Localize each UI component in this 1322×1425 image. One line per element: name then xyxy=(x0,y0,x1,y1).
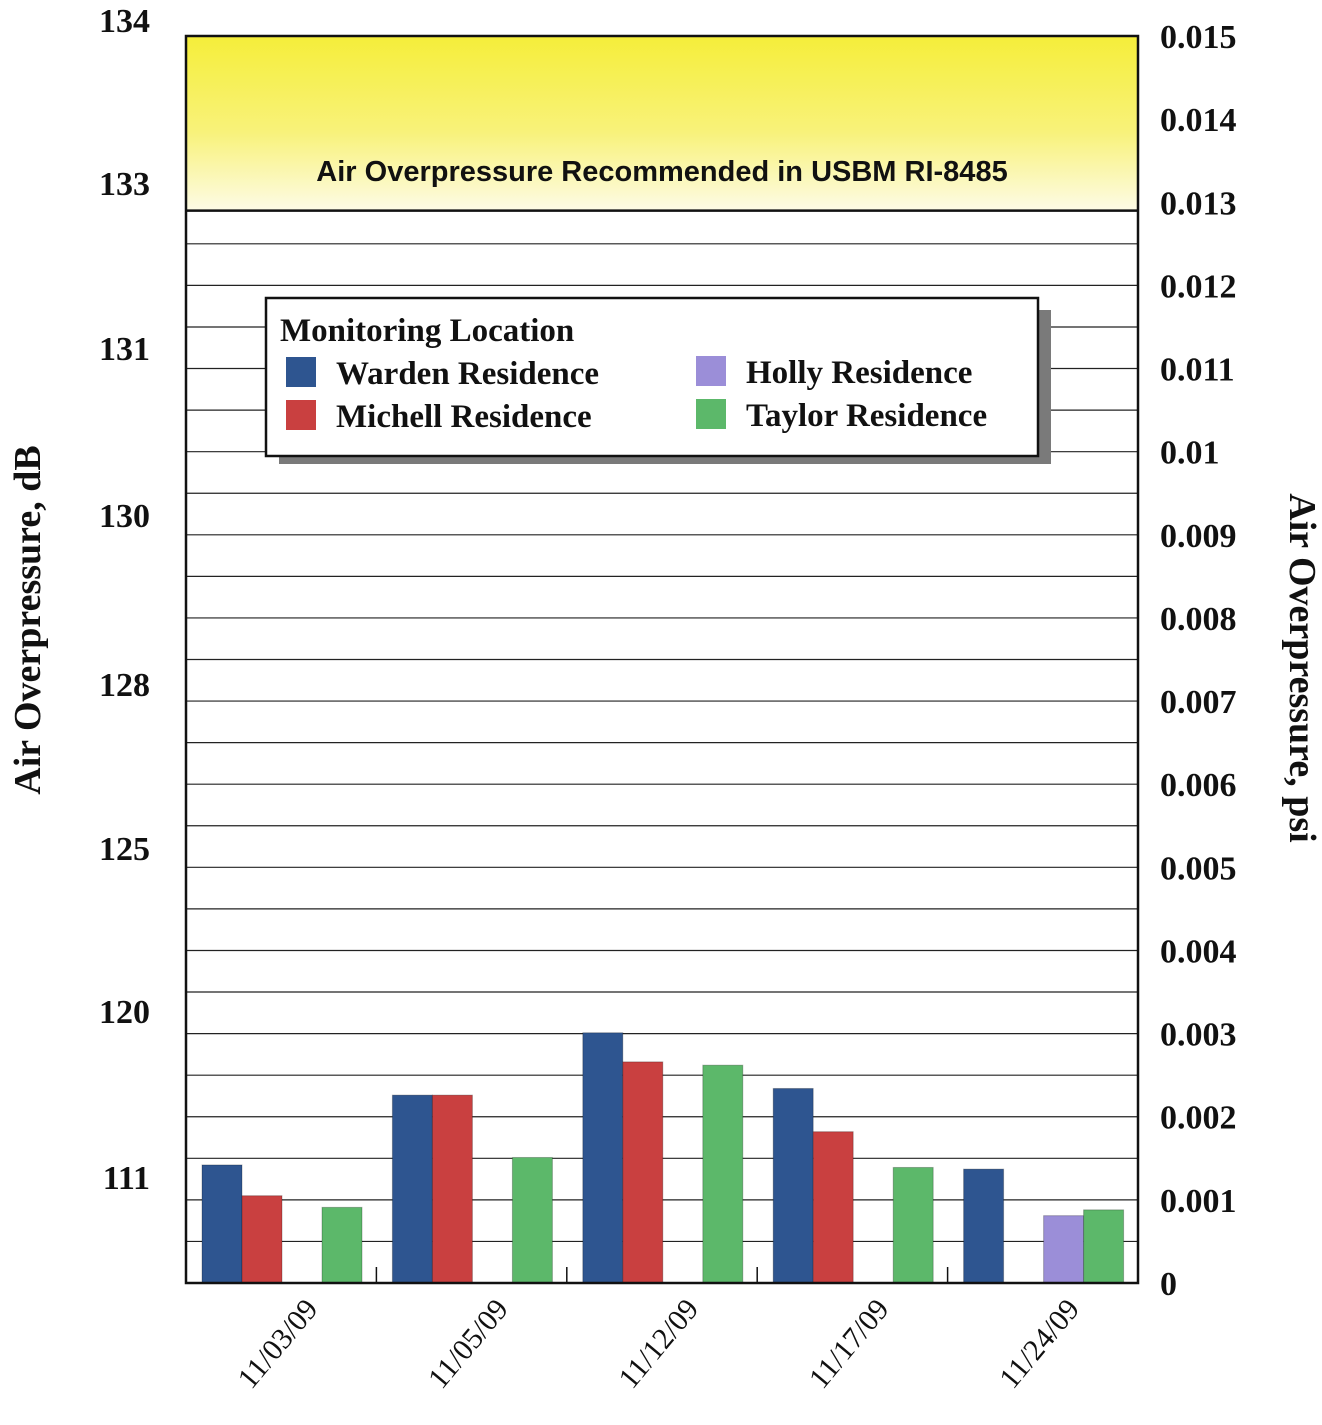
x-tick-label: 11/24/09 xyxy=(993,1293,1086,1395)
legend-swatch xyxy=(696,399,726,429)
right-tick-label: 0.003 xyxy=(1160,1017,1237,1054)
left-tick-label: 134 xyxy=(99,3,150,40)
right-axis-title: Air Overpressure, psi xyxy=(1281,493,1322,842)
right-tick-label: 0.004 xyxy=(1160,933,1237,970)
right-tick-label: 0.013 xyxy=(1160,185,1237,222)
bar-taylor-residence-5 xyxy=(1083,1209,1125,1284)
bar-warden-residence-3 xyxy=(582,1032,624,1284)
x-tick-label: 11/05/09 xyxy=(422,1293,515,1395)
threshold-band-label: Air Overpressure Recommended in USBM RI-… xyxy=(316,156,1007,188)
left-tick-label: 125 xyxy=(99,831,150,868)
left-tick-label: 130 xyxy=(99,498,150,535)
right-tick-label: 0.006 xyxy=(1160,767,1237,804)
bar-taylor-residence-4 xyxy=(892,1166,934,1284)
right-tick-label: 0.007 xyxy=(1160,684,1237,721)
x-tick-label: 11/03/09 xyxy=(231,1293,324,1395)
bar-warden-residence-5 xyxy=(963,1168,1005,1284)
right-tick-label: 0.011 xyxy=(1160,352,1235,389)
bar-michell-residence-4 xyxy=(812,1131,854,1284)
plot-frame xyxy=(184,34,1140,1285)
bar-holly-residence-5 xyxy=(1043,1215,1085,1284)
legend-label: Holly Residence xyxy=(746,355,972,391)
legend-swatch xyxy=(286,400,316,430)
legend-label: Taylor Residence xyxy=(746,398,987,434)
bar-warden-residence-4 xyxy=(772,1087,814,1284)
bar-michell-residence-3 xyxy=(622,1061,664,1284)
left-tick-label: 128 xyxy=(99,667,150,704)
right-tick-label: 0.01 xyxy=(1160,435,1220,472)
right-tick-label: 0.012 xyxy=(1160,268,1237,305)
right-tick-label: 0.005 xyxy=(1160,850,1237,887)
x-tick-label: 11/12/09 xyxy=(612,1293,705,1395)
bar-taylor-residence-3 xyxy=(702,1064,744,1284)
x-tick-label: 11/17/09 xyxy=(803,1293,896,1395)
left-tick-label: 133 xyxy=(99,166,150,203)
right-tick-label: 0.002 xyxy=(1160,1100,1237,1137)
bar-warden-residence-1 xyxy=(201,1164,243,1284)
legend-label: Michell Residence xyxy=(336,399,592,435)
threshold-band xyxy=(186,36,1138,211)
legend-box xyxy=(264,296,1040,458)
right-tick-label: 0.015 xyxy=(1160,19,1237,56)
left-tick-label: 111 xyxy=(103,1160,150,1197)
legend-swatch xyxy=(286,357,316,387)
right-tick-label: 0 xyxy=(1160,1266,1177,1303)
right-tick-label: 0.009 xyxy=(1160,518,1237,555)
bar-michell-residence-2 xyxy=(431,1094,473,1284)
right-tick-label: 0.014 xyxy=(1160,102,1237,139)
right-tick-label: 0.001 xyxy=(1160,1183,1237,1220)
right-tick-label: 0.008 xyxy=(1160,601,1237,638)
legend-label: Warden Residence xyxy=(336,356,599,392)
bar-taylor-residence-1 xyxy=(321,1206,363,1284)
bar-taylor-residence-2 xyxy=(511,1156,553,1284)
legend-title: Monitoring Location xyxy=(280,313,574,349)
left-tick-label: 120 xyxy=(99,994,150,1031)
left-tick-label: 131 xyxy=(99,331,150,368)
legend-swatch xyxy=(696,356,726,386)
bar-michell-residence-1 xyxy=(241,1195,283,1284)
bar-warden-residence-2 xyxy=(391,1094,433,1284)
left-axis-title: Air Overpressure, dB xyxy=(7,445,49,794)
